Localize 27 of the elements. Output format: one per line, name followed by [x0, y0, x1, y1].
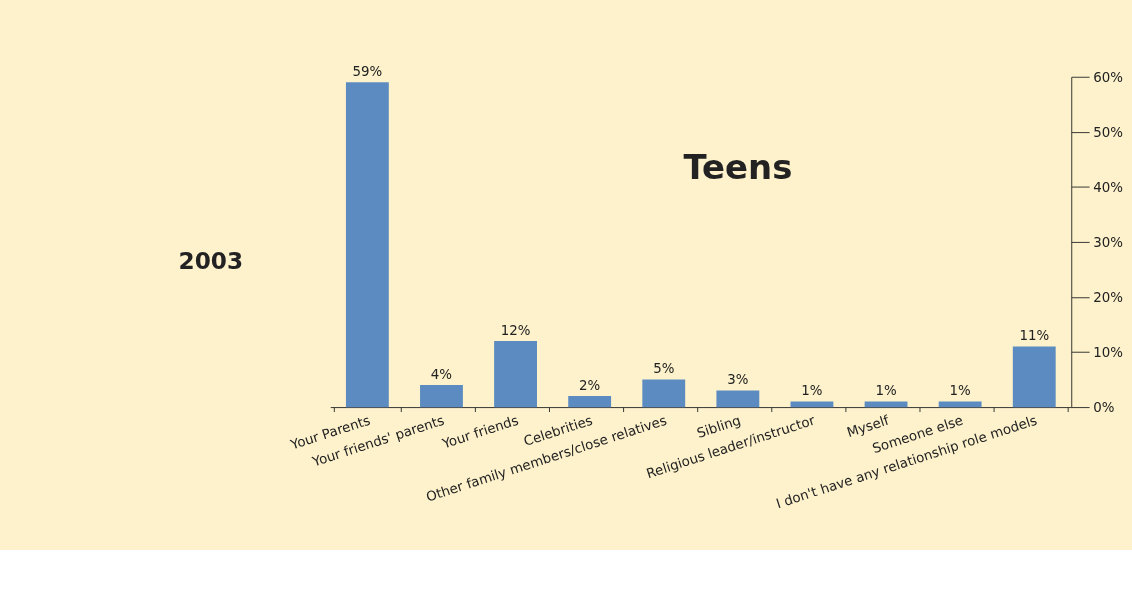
y-tick-label: 20%	[1093, 289, 1123, 305]
bar	[568, 396, 612, 408]
bar	[642, 379, 686, 408]
y-tick-label: 30%	[1093, 234, 1123, 250]
text: 2003	[178, 246, 244, 274]
data-label: 1%	[949, 383, 971, 399]
data-label: 5%	[653, 361, 675, 377]
bar	[494, 341, 537, 408]
bar	[420, 385, 463, 408]
bar	[716, 390, 760, 408]
data-label: 3%	[727, 372, 749, 388]
y-tick-label: 10%	[1093, 344, 1123, 360]
bar	[1012, 346, 1056, 408]
data-label: 1%	[875, 383, 897, 399]
data-label: 4%	[430, 366, 453, 382]
data-label: 1%	[801, 383, 823, 399]
y-tick-label: 40%	[1093, 179, 1123, 195]
data-label: 11%	[1019, 328, 1050, 344]
y-tick-label: 60%	[1093, 69, 1123, 85]
data-label: 2%	[579, 377, 601, 393]
y-tick-label: 0%	[1093, 400, 1115, 416]
data-label: 12%	[500, 322, 531, 338]
bar	[938, 401, 982, 408]
text: Teens	[683, 148, 793, 188]
y-tick-label: 50%	[1093, 124, 1123, 140]
bar	[345, 82, 389, 408]
data-label: 59%	[352, 64, 383, 80]
